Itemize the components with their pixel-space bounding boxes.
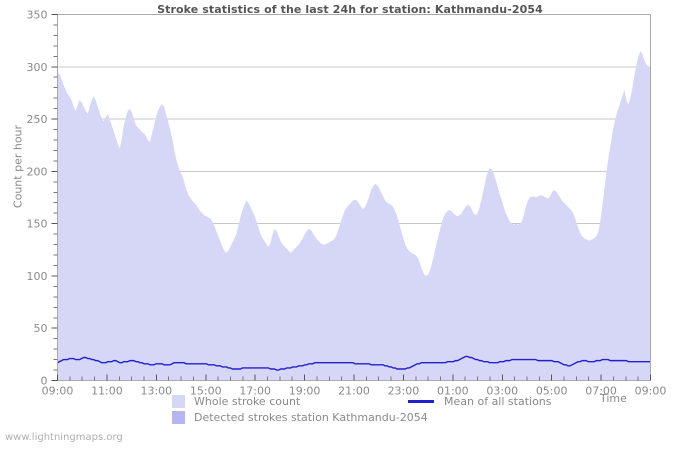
legend-label-mean-of-all-stations: Mean of all stations (444, 395, 552, 408)
chart-legend: Whole stroke count Detected strokes stat… (0, 394, 700, 426)
legend-line-mean-of-all-stations (408, 400, 434, 403)
x-axis-ticks: 09:00 11:00 13:00 15:00 17:00 19:00 21:00 23:00… (42, 374, 667, 398)
mean-line-series (57, 355, 651, 371)
svg-text:200: 200 (27, 165, 48, 178)
svg-text:23:00: 23:00 (388, 385, 420, 398)
svg-text:13:00: 13:00 (140, 385, 172, 398)
svg-text:01:00: 01:00 (437, 385, 469, 398)
footer-credit: www.lightningmaps.org (5, 432, 123, 443)
svg-text:11:00: 11:00 (91, 385, 123, 398)
svg-text:250: 250 (27, 113, 48, 126)
legend-swatch-whole-stroke-count (172, 395, 185, 408)
svg-text:100: 100 (27, 270, 48, 283)
legend-swatch-detected-strokes (172, 411, 185, 424)
svg-text:03:00: 03:00 (486, 385, 518, 398)
svg-text:09:00: 09:00 (42, 385, 74, 398)
svg-text:50: 50 (34, 322, 48, 335)
chart-title: Stroke statistics of the last 24h for st… (157, 3, 543, 16)
x-axis-label: Time (600, 392, 627, 405)
svg-text:05:00: 05:00 (536, 385, 568, 398)
svg-text:17:00: 17:00 (239, 385, 271, 398)
svg-text:0: 0 (41, 375, 48, 388)
svg-text:15:00: 15:00 (190, 385, 222, 398)
svg-text:21:00: 21:00 (338, 385, 370, 398)
svg-text:07:00: 07:00 (585, 385, 617, 398)
svg-text:150: 150 (27, 218, 48, 231)
svg-text:300: 300 (27, 61, 48, 74)
area-series-group (57, 51, 651, 381)
svg-text:350: 350 (27, 9, 48, 22)
svg-text:09:00: 09:00 (635, 385, 667, 398)
svg-text:19:00: 19:00 (289, 385, 321, 398)
legend-label-whole-stroke-count: Whole stroke count (194, 395, 301, 408)
y-axis-ticks: 0 50 100 150 200 250 300 350 (27, 9, 58, 388)
legend-label-detected-strokes: Detected strokes station Kathmandu-2054 (194, 411, 428, 424)
